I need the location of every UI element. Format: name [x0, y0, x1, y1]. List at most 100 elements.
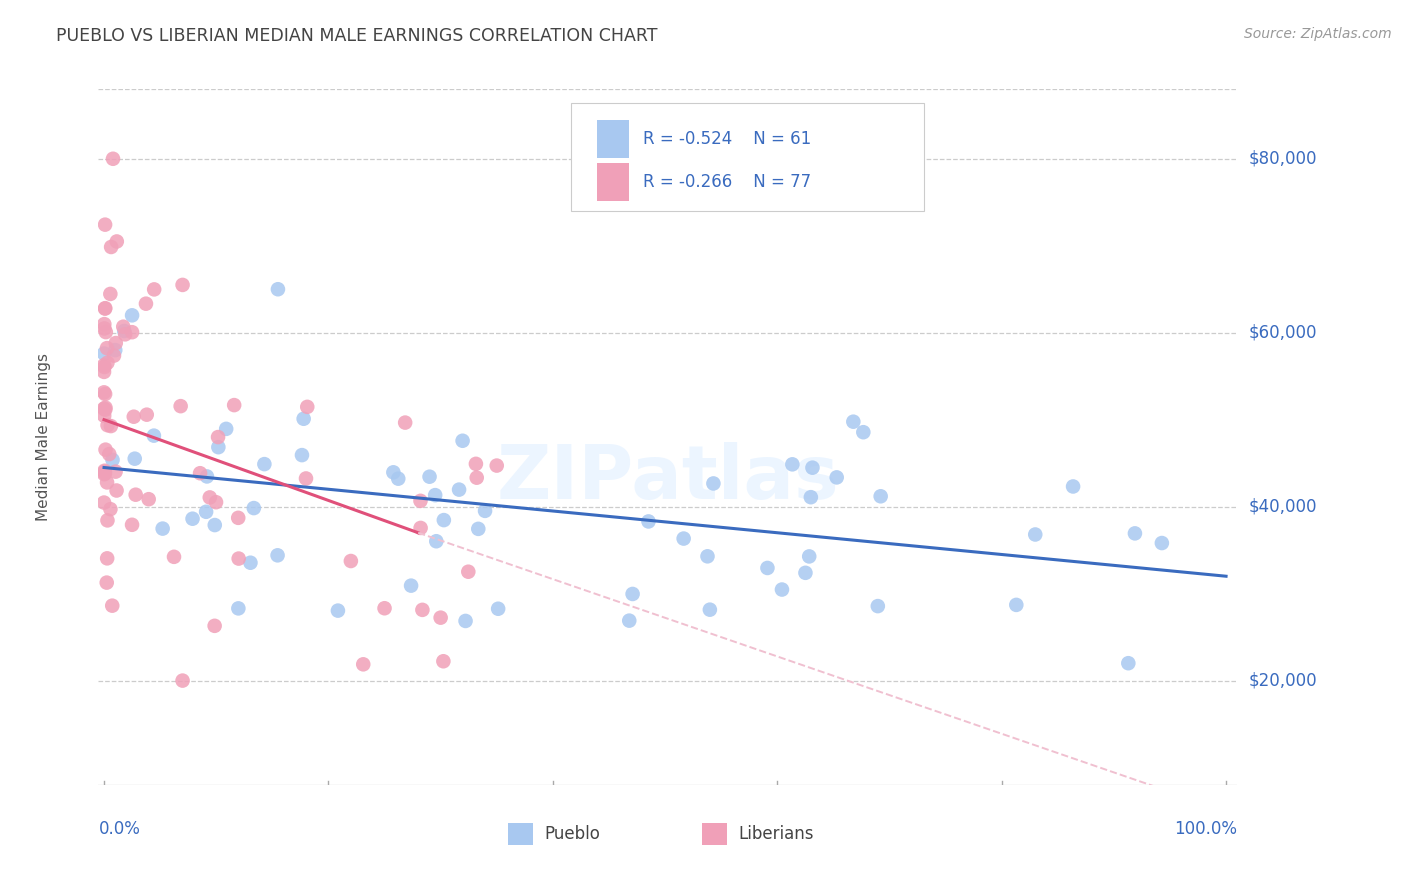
Point	[105, 235, 128, 249]
Text: Pueblo: Pueblo	[546, 825, 600, 843]
Point	[143, 282, 166, 296]
Point	[101, 599, 124, 613]
Point	[163, 549, 186, 564]
Point	[1118, 657, 1140, 671]
Point	[121, 517, 143, 532]
Point	[326, 604, 349, 618]
Point	[457, 565, 479, 579]
Point	[373, 601, 395, 615]
Point	[93, 467, 115, 482]
Point	[205, 495, 228, 509]
Point	[243, 501, 266, 516]
Point	[267, 282, 290, 296]
Point	[352, 657, 374, 672]
Point	[93, 401, 115, 416]
Point	[204, 619, 226, 633]
Point	[94, 301, 117, 316]
Point	[93, 346, 115, 360]
Text: ZIPatlas: ZIPatlas	[496, 442, 839, 516]
Point	[100, 419, 122, 434]
Point	[454, 614, 477, 628]
Point	[142, 428, 165, 442]
Point	[101, 152, 124, 166]
Point	[103, 349, 125, 363]
Point	[432, 654, 454, 668]
Text: $80,000: $80,000	[1249, 150, 1317, 168]
Point	[152, 522, 174, 536]
Point	[104, 465, 127, 479]
Point	[96, 356, 118, 370]
Point	[204, 518, 226, 533]
Point	[852, 425, 875, 440]
Point	[96, 575, 118, 590]
Point	[96, 513, 118, 527]
Point	[429, 610, 451, 624]
Point	[112, 324, 135, 338]
Point	[869, 489, 891, 503]
Point	[94, 465, 117, 479]
Point	[253, 457, 276, 471]
Bar	[509, 822, 533, 845]
Point	[619, 614, 641, 628]
Point	[474, 504, 496, 518]
Point	[198, 491, 221, 505]
Bar	[598, 120, 628, 158]
Point	[295, 471, 318, 485]
Point	[419, 469, 441, 483]
Point	[425, 488, 447, 502]
Point	[93, 464, 115, 478]
Point	[382, 466, 405, 480]
Point	[207, 430, 229, 444]
Point	[94, 467, 117, 481]
Point	[467, 522, 489, 536]
Point	[637, 515, 659, 529]
Point	[433, 513, 456, 527]
Point	[411, 603, 433, 617]
Point	[409, 493, 432, 508]
Point	[672, 532, 695, 546]
Point	[425, 534, 447, 549]
Point	[1024, 527, 1046, 541]
Point	[94, 301, 117, 315]
Point	[94, 442, 117, 457]
Point	[207, 440, 229, 454]
Point	[1005, 598, 1028, 612]
Point	[486, 601, 509, 615]
Text: 0.0%: 0.0%	[98, 820, 141, 838]
Point	[239, 556, 262, 570]
Point	[105, 483, 128, 498]
Point	[96, 551, 118, 566]
Point	[702, 476, 724, 491]
Point	[93, 358, 115, 372]
Point	[121, 325, 143, 339]
Point	[451, 434, 474, 448]
Point	[801, 460, 824, 475]
Point	[96, 475, 118, 490]
Point	[842, 415, 865, 429]
Text: Median Male Earnings: Median Male Earnings	[37, 353, 51, 521]
Point	[1150, 536, 1173, 550]
Point	[699, 602, 721, 616]
Text: R = -0.524    N = 61: R = -0.524 N = 61	[643, 130, 811, 148]
Point	[101, 453, 124, 467]
Point	[94, 402, 117, 417]
Point	[93, 359, 115, 374]
Point	[121, 309, 143, 323]
Point	[394, 416, 416, 430]
Point	[96, 341, 118, 355]
Point	[226, 511, 249, 525]
Text: $20,000: $20,000	[1249, 672, 1317, 690]
Point	[181, 512, 204, 526]
Point	[112, 319, 135, 334]
Point	[215, 422, 238, 436]
Point	[94, 325, 117, 339]
Bar	[598, 163, 628, 202]
Text: PUEBLO VS LIBERIAN MEDIAN MALE EARNINGS CORRELATION CHART: PUEBLO VS LIBERIAN MEDIAN MALE EARNINGS …	[56, 27, 658, 45]
Point	[485, 458, 508, 473]
Point	[93, 409, 115, 423]
Text: Liberians: Liberians	[738, 825, 814, 843]
Point	[172, 673, 194, 688]
Point	[799, 549, 821, 564]
Point	[756, 561, 779, 575]
Point	[93, 317, 115, 331]
